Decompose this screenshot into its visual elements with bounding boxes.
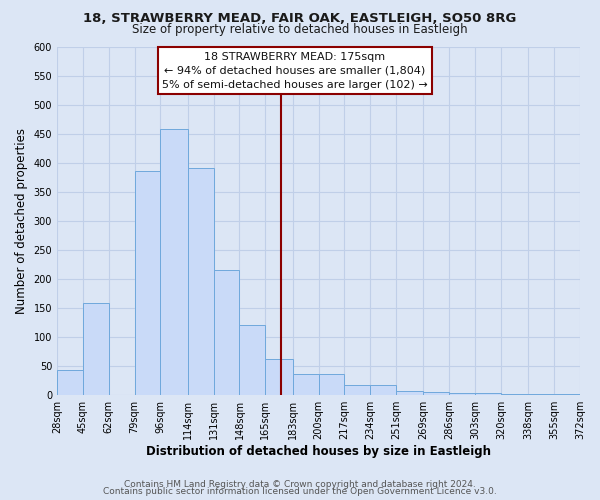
- Bar: [239, 325, 265, 394]
- Bar: [160, 129, 188, 394]
- Bar: [449, 393, 475, 394]
- Text: Size of property relative to detached houses in Eastleigh: Size of property relative to detached ho…: [132, 22, 468, 36]
- Bar: [293, 374, 319, 394]
- Bar: [370, 386, 396, 394]
- Bar: [475, 393, 501, 394]
- Text: 18 STRAWBERRY MEAD: 175sqm
← 94% of detached houses are smaller (1,804)
5% of se: 18 STRAWBERRY MEAD: 175sqm ← 94% of deta…: [162, 52, 428, 90]
- Bar: [396, 390, 424, 394]
- Bar: [214, 270, 239, 394]
- Text: Contains HM Land Registry data © Crown copyright and database right 2024.: Contains HM Land Registry data © Crown c…: [124, 480, 476, 489]
- Bar: [57, 370, 83, 394]
- Bar: [188, 168, 214, 394]
- Bar: [83, 303, 109, 394]
- X-axis label: Distribution of detached houses by size in Eastleigh: Distribution of detached houses by size …: [146, 444, 491, 458]
- Y-axis label: Number of detached properties: Number of detached properties: [15, 128, 28, 314]
- Bar: [424, 392, 449, 394]
- Text: 18, STRAWBERRY MEAD, FAIR OAK, EASTLEIGH, SO50 8RG: 18, STRAWBERRY MEAD, FAIR OAK, EASTLEIGH…: [83, 12, 517, 26]
- Bar: [265, 358, 293, 394]
- Bar: [319, 374, 344, 394]
- Text: Contains public sector information licensed under the Open Government Licence v3: Contains public sector information licen…: [103, 487, 497, 496]
- Bar: [134, 172, 160, 394]
- Bar: [344, 386, 370, 394]
